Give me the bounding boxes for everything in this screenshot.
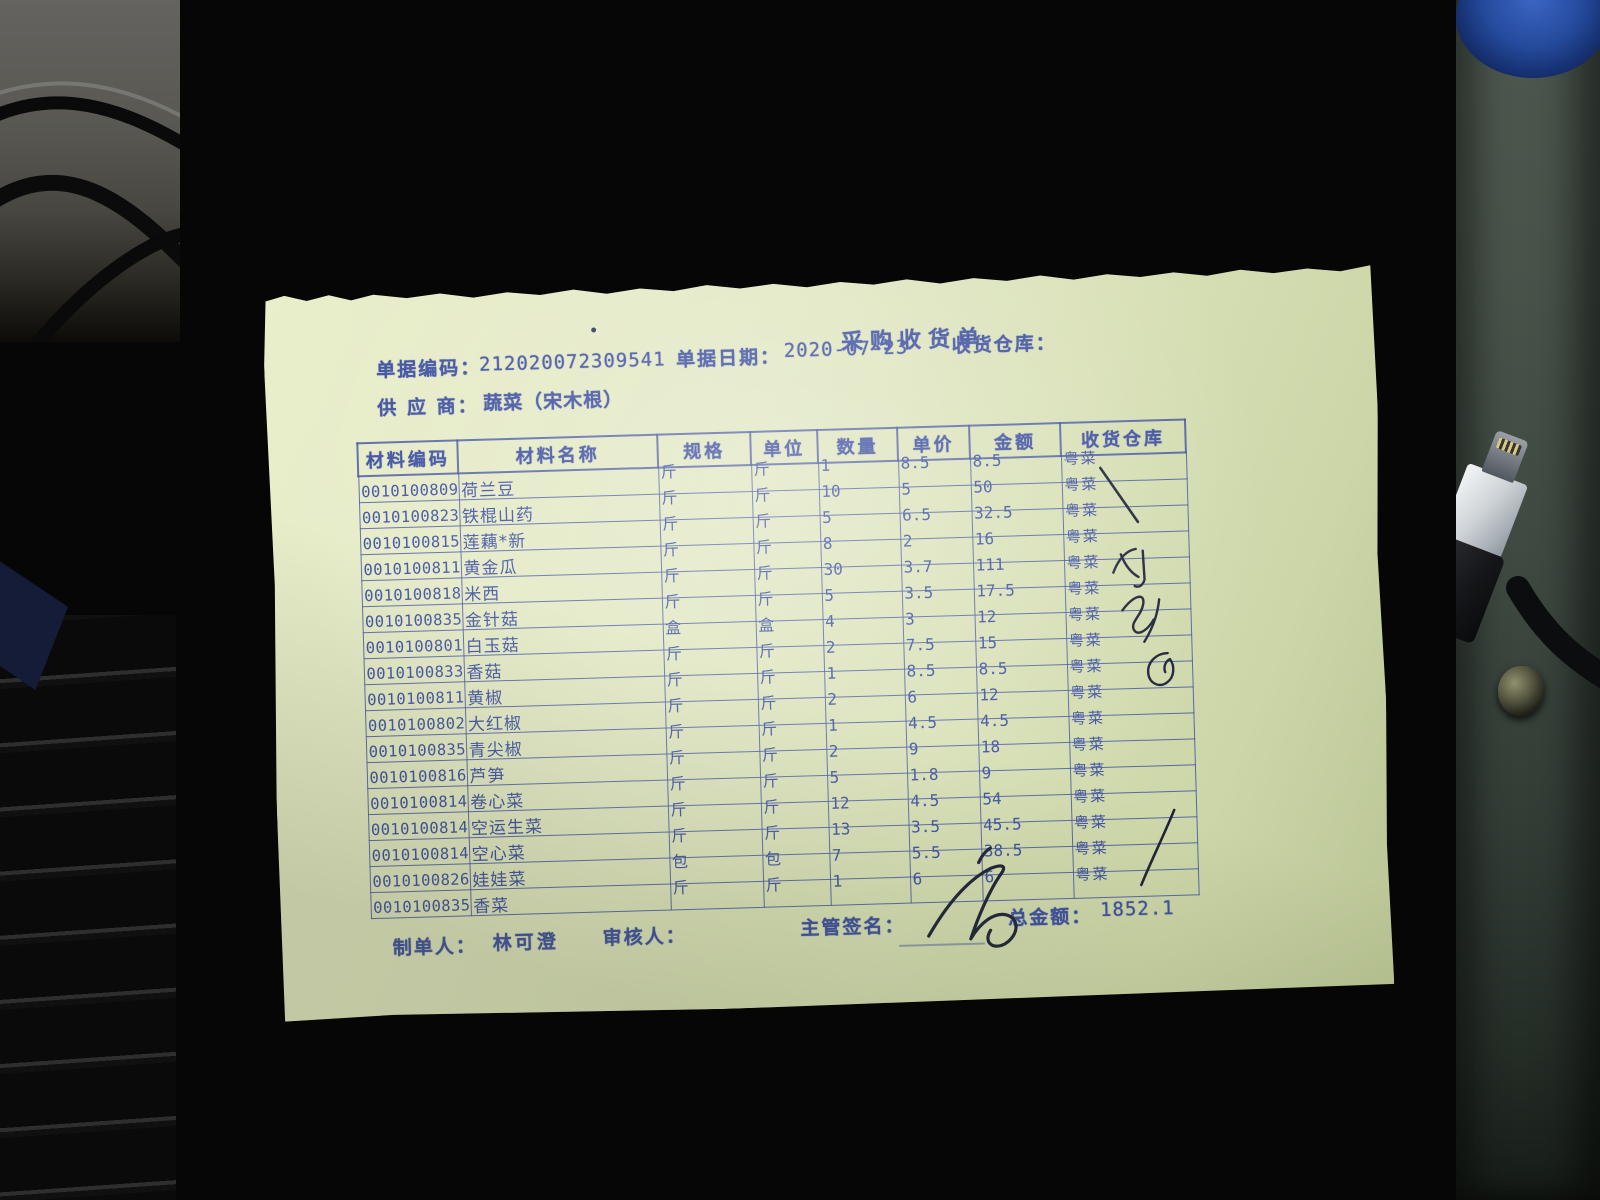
cell-code: 0010100835 bbox=[370, 890, 471, 919]
screw bbox=[1498, 666, 1544, 716]
cell-unit: 斤 bbox=[763, 879, 831, 907]
cables-top-left bbox=[0, 81, 180, 342]
header-material-code: 材料编码 bbox=[357, 440, 458, 476]
cell-code: 0010100809 bbox=[358, 473, 459, 502]
cell-code: 0010100811 bbox=[361, 552, 462, 581]
supplier-label: 供 应 商： bbox=[377, 394, 479, 420]
signature-blank-line bbox=[899, 942, 985, 946]
background-shelf bbox=[0, 0, 180, 342]
cell-code: 0010100835 bbox=[366, 734, 467, 763]
cell-code: 0010100823 bbox=[359, 500, 460, 529]
supplier-value: 蔬菜（宋木根） bbox=[482, 388, 624, 415]
checker-label: 审核人： bbox=[602, 925, 687, 950]
cell-code: 0010100801 bbox=[363, 630, 464, 659]
cell-code: 0010100818 bbox=[361, 578, 462, 607]
cell-amount: 38.5 bbox=[981, 846, 1073, 875]
cell-spec: 斤 bbox=[670, 881, 764, 910]
cell-qty: 1 bbox=[830, 877, 911, 905]
ink-speck bbox=[591, 327, 596, 332]
cell-code: 0010100833 bbox=[364, 656, 465, 685]
doc-code-value: 212020072309541 bbox=[478, 348, 666, 376]
cell-code: 0010100814 bbox=[369, 838, 470, 867]
background-shelf-slats bbox=[0, 615, 176, 1200]
total-label: 总金额： bbox=[1007, 905, 1093, 930]
manager-sign-label: 主管签名： bbox=[800, 914, 906, 940]
cell-amount: 18 bbox=[978, 742, 1070, 771]
cell-price: 6 bbox=[910, 875, 983, 903]
cable-wire bbox=[1506, 576, 1600, 689]
background-wall-strip bbox=[1456, 0, 1600, 1200]
cell-code: 0010100826 bbox=[370, 864, 471, 893]
warehouse-label: 收货仓库： bbox=[951, 332, 1058, 358]
doc-date-value: 2020-07-23 bbox=[783, 336, 909, 362]
total-value: 1852.1 bbox=[1099, 896, 1175, 922]
cell-code: 0010100815 bbox=[360, 526, 461, 555]
doc-code-label: 单据编码： bbox=[375, 356, 482, 382]
cell-code: 0010100814 bbox=[367, 786, 468, 815]
cell-code: 0010100814 bbox=[368, 812, 469, 841]
table-body: 0010100809 荷兰豆斤斤 1 8.5 8.5 粤菜 0010100823 铁棍山药斤斤… bbox=[358, 452, 1198, 918]
items-table: 材料编码 材料名称 规格 单位 数量 单价 金额 收货仓库 0010100809… bbox=[356, 418, 1199, 919]
cell-code: 0010100811 bbox=[364, 682, 465, 711]
receipt-paper: 采购收货单 单据编码： 212020072309541 单据日期： 2020-0… bbox=[262, 263, 1394, 1022]
doc-date-label: 单据日期： bbox=[675, 346, 782, 372]
cell-code: 0010100816 bbox=[367, 760, 468, 789]
cell-amount: 6 bbox=[982, 872, 1074, 901]
cell-warehouse: 粤菜 bbox=[1073, 869, 1199, 899]
cell-code: 0010100802 bbox=[365, 708, 466, 737]
maker-value: 林可澄 bbox=[492, 930, 560, 955]
cell-code: 0010100835 bbox=[362, 604, 463, 633]
maker-label: 制单人： bbox=[392, 935, 478, 960]
